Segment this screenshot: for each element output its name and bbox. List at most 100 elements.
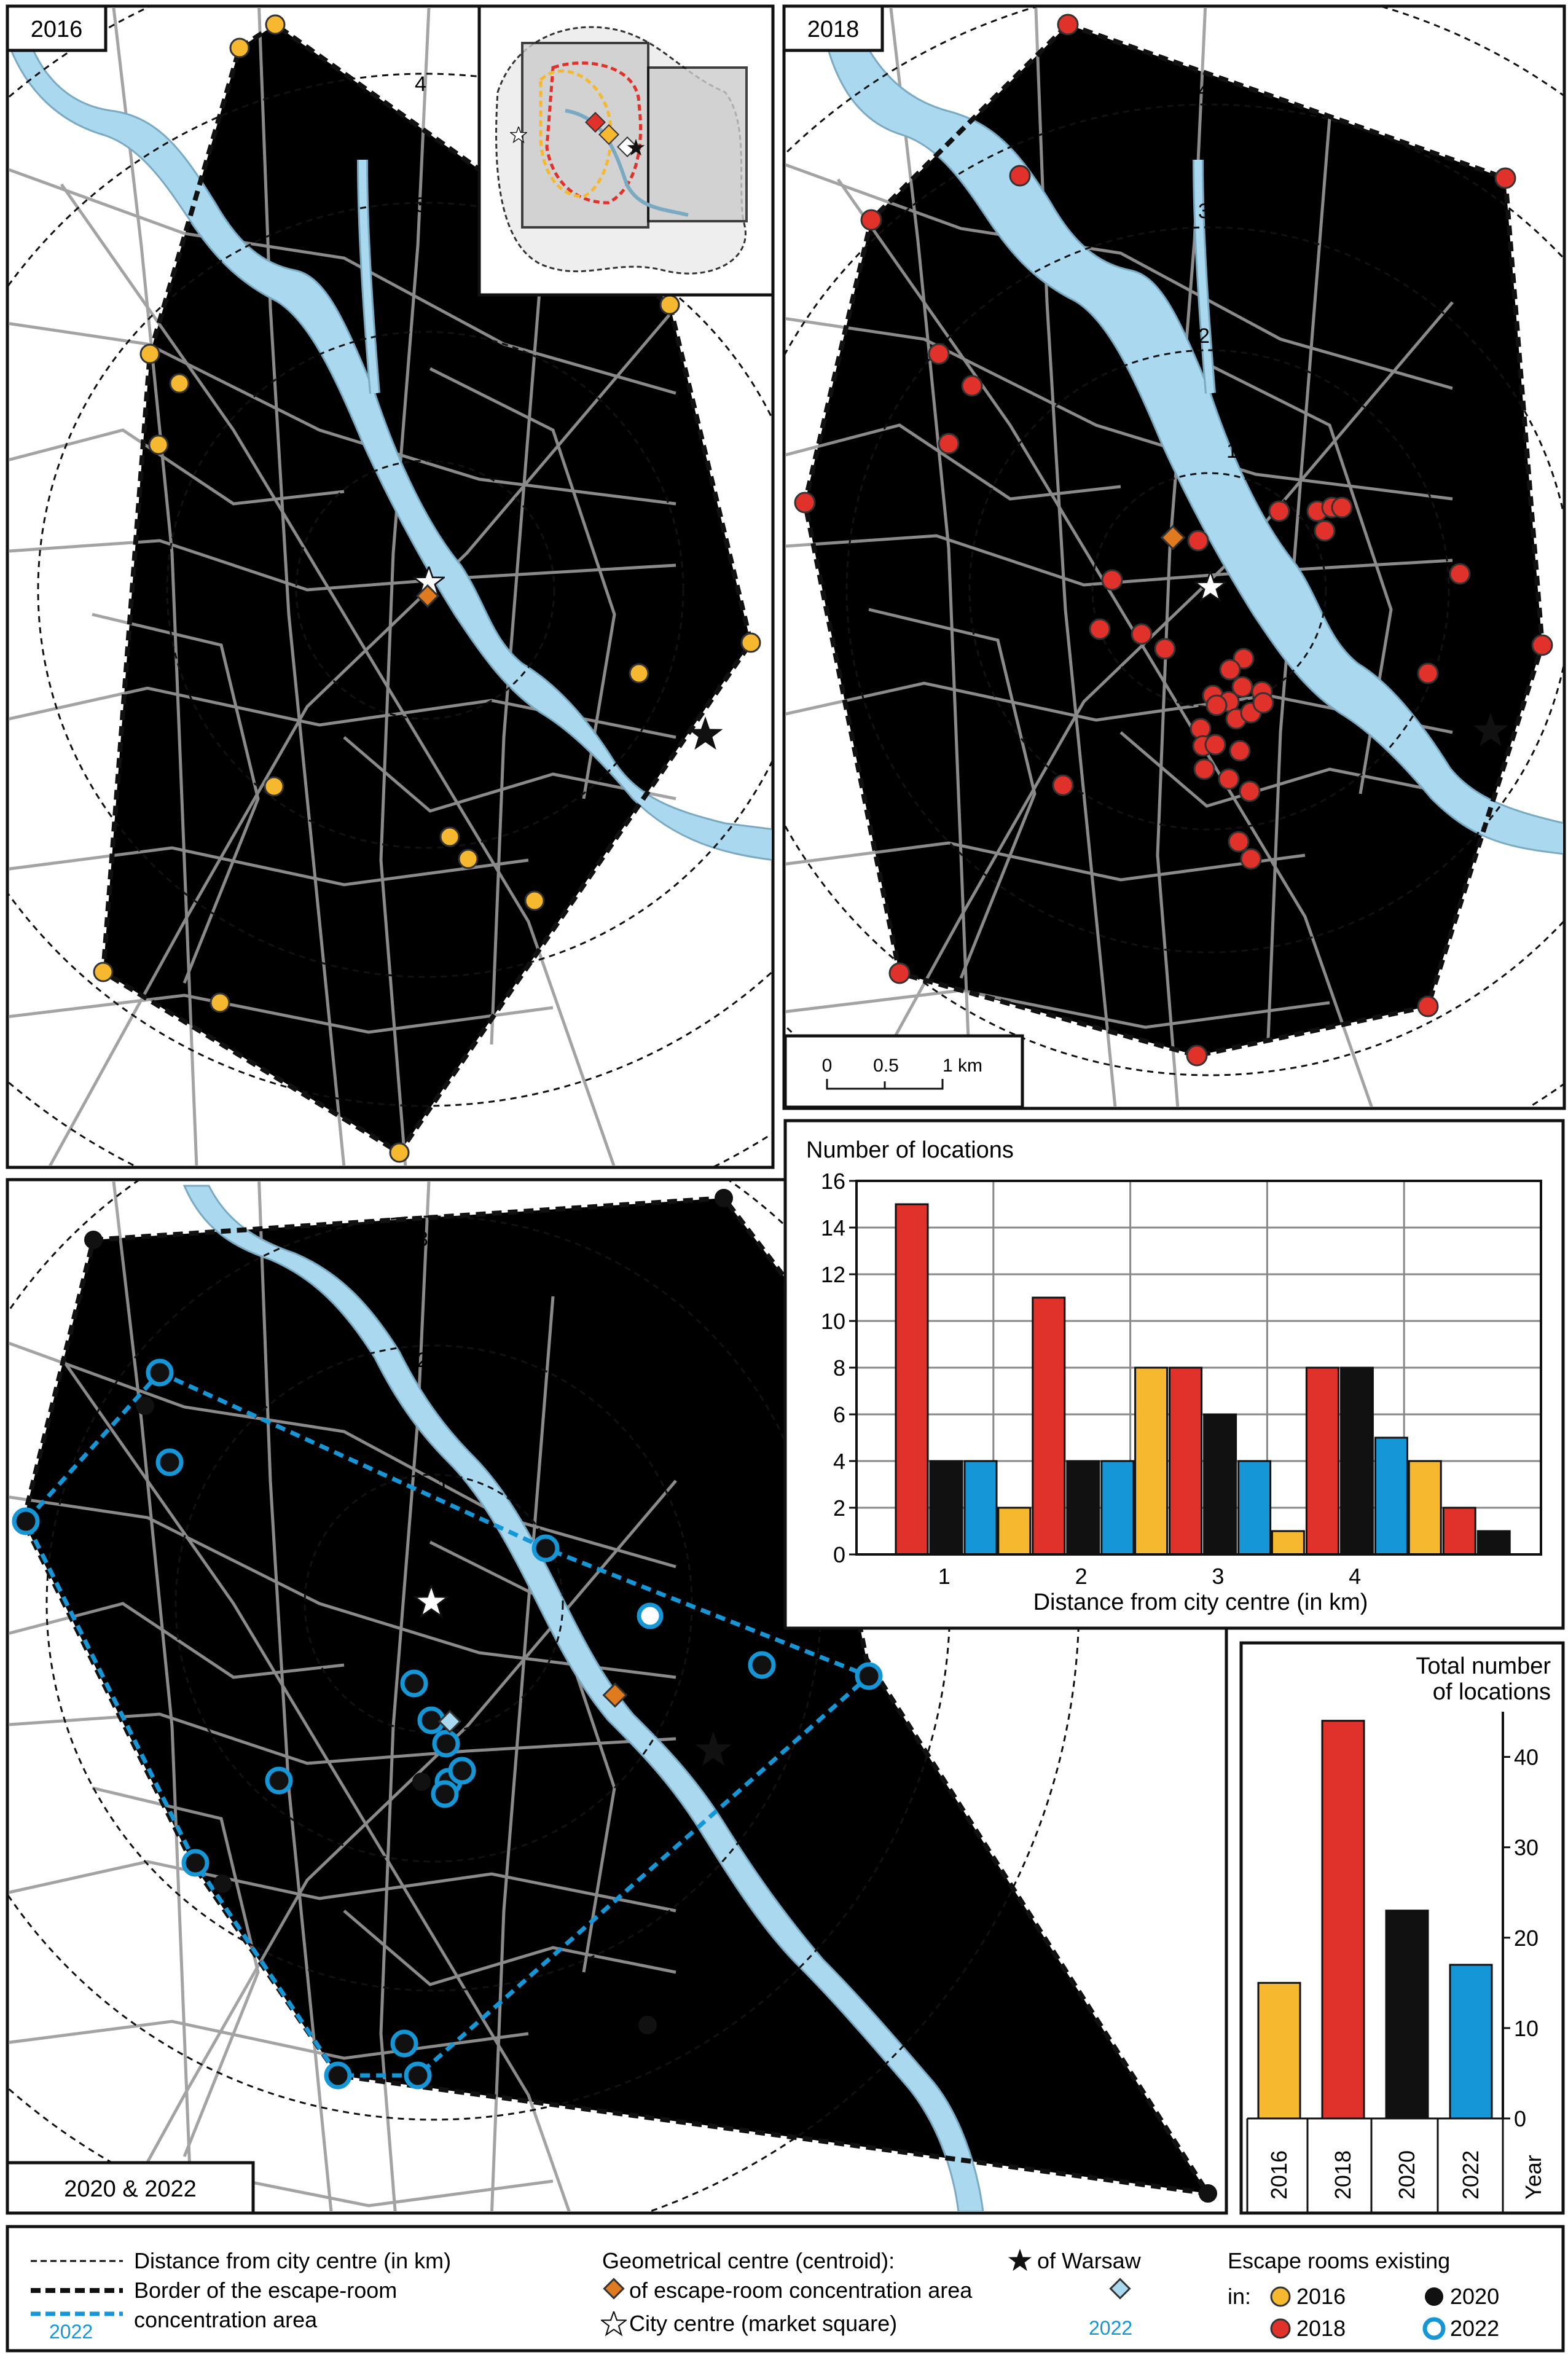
y-tick-label: 14: [821, 1215, 845, 1240]
legend: Distance from city centre (in km) Border…: [6, 2225, 1565, 2353]
bar-2018-2–3: [1169, 1366, 1203, 1556]
x-tick-label: 3: [1212, 1564, 1224, 1589]
ring-label-1: 1: [1226, 439, 1238, 463]
legend-of-warsaw: of Warsaw: [1037, 2248, 1142, 2273]
legend-area-year: 2022: [1089, 2317, 1132, 2339]
legend-border-label-2: concentration area: [134, 2307, 318, 2332]
total-y-tick-label: 20: [1514, 1926, 1539, 1951]
ring-label-3: 3: [417, 1228, 428, 1251]
total-x-tick-label: 2020: [1394, 2150, 1419, 2200]
map-panel-2018: 1 2 3 4: [782, 4, 1566, 1110]
bar-2020-3–4: [1339, 1366, 1374, 1556]
y-tick-label: 6: [833, 1402, 845, 1427]
river-2020: [182, 1185, 984, 2212]
scale-label-1km: 1 km: [943, 1056, 982, 1076]
ring-label-2: 2: [415, 316, 426, 340]
panel-label-2016: 2016: [31, 17, 83, 42]
inset-locator-map: [477, 4, 775, 297]
bar-2016-4+: [1408, 1460, 1442, 1556]
total-chart-bars: [1257, 1720, 1493, 2120]
bar-2020-2–3: [1203, 1413, 1237, 1556]
escape-rooms-2020-2022: [12, 1358, 883, 2090]
bar-2018-1–2: [1032, 1296, 1066, 1556]
centroid-area-2022-diamond-icon: [437, 1709, 462, 1734]
total-bar-chart: Total number of locations 0 10 20 30 40 2016…: [1239, 1641, 1565, 2215]
legend-2022: 2022: [1450, 2316, 1499, 2341]
map-panel-2016: 1 2 3 4 2016: [6, 4, 775, 1169]
y-tick-label: 4: [833, 1449, 845, 1474]
distance-chart-y-ticks: 0 2 4 6 8 10 12 14 16: [821, 1169, 857, 1567]
escape-rooms-2016: [93, 14, 761, 1163]
ring-label-2: 2: [417, 1349, 428, 1372]
legend-2022-ring-icon: [1422, 2317, 1446, 2340]
legend-2016-dot-icon: [1270, 2286, 1291, 2307]
total-x-tick-label: 2018: [1330, 2150, 1355, 2200]
legend-2020: 2020: [1450, 2284, 1499, 2309]
ring-label-2: 2: [1198, 324, 1210, 348]
chart-title: Number of locations: [806, 1137, 1014, 1163]
river-2016: [9, 23, 772, 861]
legend-rooms-in: in:: [1228, 2284, 1251, 2309]
x-tick-label: 2: [1075, 1564, 1088, 1589]
distance-rings-2016: [9, 7, 772, 1166]
total-y-tick-label: 30: [1514, 1835, 1539, 1860]
scale-label-0: 0: [822, 1056, 833, 1076]
ring-label-4: 4: [415, 72, 426, 96]
bar-2022-1–2: [1100, 1460, 1135, 1556]
bar-2022-0–1: [963, 1460, 998, 1556]
panel-label-2018: 2018: [807, 17, 860, 42]
total-y-tick-label: 10: [1514, 2016, 1539, 2041]
legend-rooms-title: Escape rooms existing: [1228, 2248, 1450, 2273]
centroid-area-diamond-icon: [1160, 525, 1186, 551]
bar-2022-3–4: [1374, 1436, 1408, 1556]
total-chart-x-ticks: 2016 2018 2020 2022: [1266, 2150, 1483, 2200]
legend-2020-dot-icon: [1425, 2287, 1443, 2306]
legend-city-centre: City centre (market square): [629, 2311, 897, 2336]
distance-rings-2018: [785, 7, 1563, 1107]
ring-label-4: 4: [1198, 79, 1210, 102]
total-bar-2022: [1449, 1964, 1493, 2120]
total-y-tick-label: 0: [1514, 2106, 1526, 2131]
y-tick-label: 8: [833, 1355, 845, 1381]
bar-2020-1–2: [1066, 1460, 1100, 1556]
legend-centroid-title: Geometrical centre (centroid):: [602, 2248, 895, 2273]
panel-label-2020-2022: 2020 & 2022: [64, 2176, 197, 2202]
legend-of-area: of escape-room concentration area: [629, 2278, 973, 2303]
centroid-area-diamond-icon: [415, 584, 440, 608]
x-axis-label: Distance from city centre (in km): [1033, 1589, 1368, 1615]
total-chart-title-line2: of locations: [1433, 1679, 1551, 1705]
total-bar-2020: [1385, 1910, 1429, 2120]
y-tick-label: 0: [833, 1542, 845, 1567]
total-x-tick-label: 2016: [1266, 2150, 1292, 2200]
escape-rooms-2018: [794, 14, 1553, 1067]
x-tick-label: 1: [938, 1564, 951, 1589]
distance-bar-chart: Number of locations Distance from city c…: [783, 1119, 1565, 1630]
x-tick-label: 4: [1349, 1564, 1361, 1589]
centroid-area-diamond-icon: [602, 1682, 628, 1708]
legend-2018: 2018: [1296, 2316, 1346, 2341]
bar-2020-4+: [1476, 1530, 1511, 1556]
total-y-tick-label: 40: [1514, 1745, 1539, 1770]
bar-2016-3–4: [1271, 1530, 1305, 1556]
legend-border-year: 2022: [49, 2321, 93, 2343]
legend-border-label-1: Border of the escape-room: [134, 2278, 397, 2303]
bar-2018-0–1: [895, 1203, 929, 1556]
river-2018: [822, 17, 1563, 855]
y-tick-label: 2: [833, 1495, 845, 1521]
total-chart-y-ticks: 0 10 20 30 40: [1503, 1745, 1539, 2131]
total-x-tick-label: 2022: [1458, 2150, 1483, 2200]
bar-2016-1–2: [997, 1507, 1032, 1556]
legend-centroid-2022-diamond-icon: [1109, 2278, 1131, 2300]
total-chart-title-line1: Total number: [1416, 1653, 1551, 1679]
legend-2016: 2016: [1296, 2284, 1346, 2309]
distance-chart-x-ticks: 1 2 3 4: [938, 1564, 1361, 1589]
bar-2020-0–1: [929, 1460, 963, 1556]
total-bar-2018: [1321, 1720, 1365, 2120]
legend-2018-dot-icon: [1270, 2318, 1291, 2339]
ring-label-3: 3: [415, 194, 426, 217]
ring-label-1: 1: [433, 445, 445, 469]
bar-2022-2–3: [1237, 1460, 1272, 1556]
legend-centroid-diamond-icon: [603, 2278, 625, 2300]
ring-label-3: 3: [1198, 200, 1210, 223]
escape-room-2022-only: [637, 1602, 664, 1629]
